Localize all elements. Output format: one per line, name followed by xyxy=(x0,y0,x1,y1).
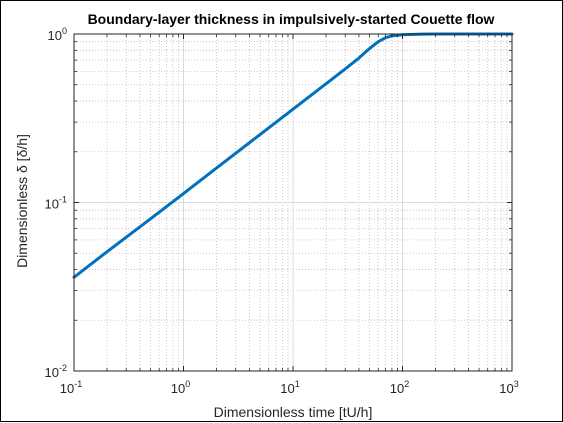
y-tick-label: 10-2 xyxy=(45,363,67,380)
x-tick-label: 100 xyxy=(171,379,190,396)
y-tick-exponent: -2 xyxy=(59,363,67,373)
axes-layer xyxy=(73,33,513,372)
x-tick-exponent: 3 xyxy=(514,379,519,389)
y-tick-label: 100 xyxy=(48,26,67,43)
x-tick-exponent: 1 xyxy=(295,379,300,389)
x-tick-label: 10-1 xyxy=(60,379,82,396)
y-tick-label: 10-1 xyxy=(45,195,67,212)
x-tick-label: 101 xyxy=(280,379,299,396)
major-grid xyxy=(74,34,512,371)
y-tick-exponent: -1 xyxy=(59,195,67,205)
x-tick-exponent: -1 xyxy=(74,379,82,389)
chart-title: Boundary-layer thickness in impulsively-… xyxy=(88,11,495,27)
x-tick-exponent: 0 xyxy=(185,379,190,389)
x-tick-label: 102 xyxy=(390,379,409,396)
y-axis-label: Dimensionless δ [δ/h] xyxy=(14,134,30,268)
x-tick-label: 103 xyxy=(499,379,518,396)
x-tick-exponent: 2 xyxy=(404,379,409,389)
x-axis-label: Dimensionless time [tU/h] xyxy=(214,404,373,420)
y-tick-exponent: 0 xyxy=(62,26,67,36)
x-tick-labels: 10-1 100 101 102 103 xyxy=(60,379,519,396)
y-tick-labels: 10-2 10-1 100 xyxy=(45,26,67,380)
